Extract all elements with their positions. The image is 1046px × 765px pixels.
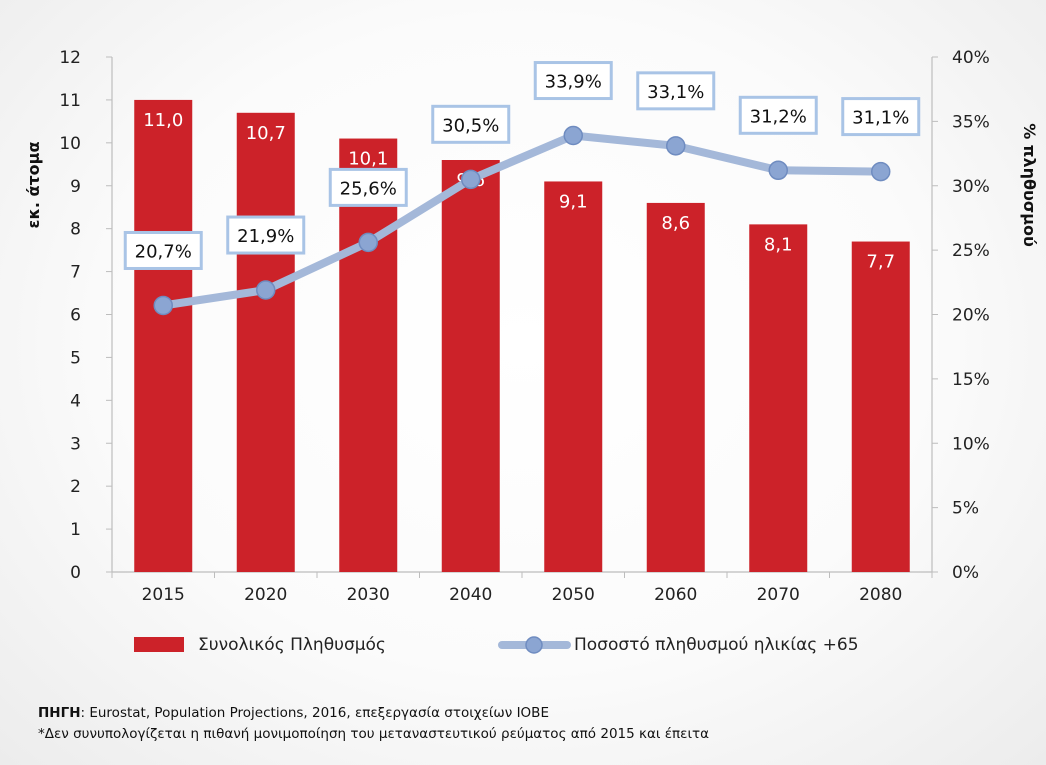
- line-series: [159, 131, 885, 310]
- bar: [646, 202, 705, 572]
- x-tick-label: 2040: [449, 585, 492, 605]
- left-tick-label: 2: [70, 477, 81, 497]
- line-data-label-box: [328, 167, 408, 207]
- bar-data-label: 10,1: [348, 149, 388, 170]
- left-tick-label: 4: [70, 391, 81, 411]
- line-marker: [563, 125, 583, 146]
- line-data-label: 31,1%: [852, 108, 909, 129]
- left-tick-label: 9: [70, 177, 81, 197]
- line-marker: [461, 169, 481, 190]
- line-data-label-box: [431, 104, 511, 144]
- line-data-label-box: [123, 230, 203, 270]
- x-tick-label: 2060: [654, 585, 697, 605]
- left-tick-label: 10: [59, 134, 81, 154]
- line-marker: [358, 232, 378, 253]
- line-marker: [768, 160, 788, 181]
- line-data-label: 33,9%: [545, 72, 602, 93]
- bar: [851, 241, 910, 572]
- right-tick-label: 0%: [952, 563, 979, 583]
- bar-data-label: 9,1: [559, 191, 588, 212]
- bar-data-label: 7,7: [866, 252, 895, 273]
- bar: [544, 181, 603, 573]
- line-marker: [256, 280, 276, 300]
- line-data-label: 31,2%: [750, 106, 807, 127]
- combo-chart: 01234567891011120%5%10%15%20%25%30%35%40…: [24, 48, 1039, 655]
- source-label: ΠΗΓΗ: [38, 705, 81, 721]
- right-tick-label: 15%: [952, 370, 990, 390]
- x-tick-label: 2020: [244, 585, 287, 605]
- bar-data-label: 8,1: [764, 234, 793, 255]
- left-tick-label: 5: [70, 348, 81, 368]
- legend-bar-swatch: [134, 637, 184, 652]
- x-tick-label: 2015: [142, 585, 185, 605]
- x-tick-label: 2080: [859, 585, 902, 605]
- line-data-label: 25,6%: [340, 178, 397, 199]
- bar: [749, 224, 808, 572]
- line-data-label-box: [841, 97, 921, 137]
- source-text: : Eurostat, Population Projections, 2016…: [80, 705, 549, 721]
- right-tick-label: 10%: [952, 434, 990, 454]
- line-data-label: 20,7%: [135, 241, 192, 262]
- legend-bar-label: Συνολικός Πληθυσμός: [198, 635, 386, 655]
- legend-line-label: Ποσοστό πληθυσμού ηλικίας +65: [574, 635, 859, 655]
- line-data-label: 33,1%: [647, 82, 704, 103]
- line-marker: [666, 136, 686, 156]
- line-data-label: 21,9%: [237, 226, 294, 247]
- left-tick-label: 6: [70, 306, 81, 326]
- right-tick-label: 40%: [952, 48, 990, 68]
- left-tick-label: 3: [70, 434, 81, 454]
- left-tick-label: 7: [70, 263, 81, 283]
- footnote: *Δεν συνυπολογίζεται η πιθανή μονιμοποίη…: [38, 726, 710, 742]
- line-marker: [153, 295, 173, 316]
- bar: [236, 112, 295, 573]
- left-axis-title: εκ. άτομα: [24, 142, 43, 229]
- bar: [441, 160, 500, 572]
- left-tick-label: 1: [70, 520, 81, 540]
- right-tick-label: 30%: [952, 177, 990, 197]
- bar-data-label: 11,0: [143, 110, 183, 131]
- left-tick-label: 11: [59, 91, 81, 111]
- left-tick-label: 8: [70, 220, 81, 240]
- line-data-label-box: [533, 61, 613, 101]
- line-data-label-box: [636, 71, 716, 111]
- right-tick-label: 20%: [952, 306, 990, 326]
- left-tick-label: 12: [59, 48, 81, 68]
- right-axis-title: % πληθυσμού: [1020, 123, 1039, 247]
- line-marker: [871, 161, 891, 182]
- x-tick-label: 2050: [552, 585, 595, 605]
- bar: [339, 138, 398, 572]
- right-tick-label: 25%: [952, 241, 990, 261]
- x-tick-label: 2030: [347, 585, 390, 605]
- right-tick-label: 35%: [952, 112, 990, 132]
- legend-line-marker: [525, 636, 543, 654]
- line-data-label-box: [226, 215, 306, 255]
- right-tick-label: 5%: [952, 499, 979, 519]
- x-tick-label: 2070: [757, 585, 800, 605]
- source-note: ΠΗΓΗ: Eurostat, Population Projections, …: [38, 703, 709, 745]
- bar-data-label: 10,7: [246, 123, 286, 144]
- line-data-label-box: [738, 95, 818, 135]
- bar: [134, 99, 193, 573]
- line-data-label: 30,5%: [442, 115, 499, 136]
- left-tick-label: 0: [70, 563, 81, 583]
- bar-data-label: 8,6: [661, 213, 690, 234]
